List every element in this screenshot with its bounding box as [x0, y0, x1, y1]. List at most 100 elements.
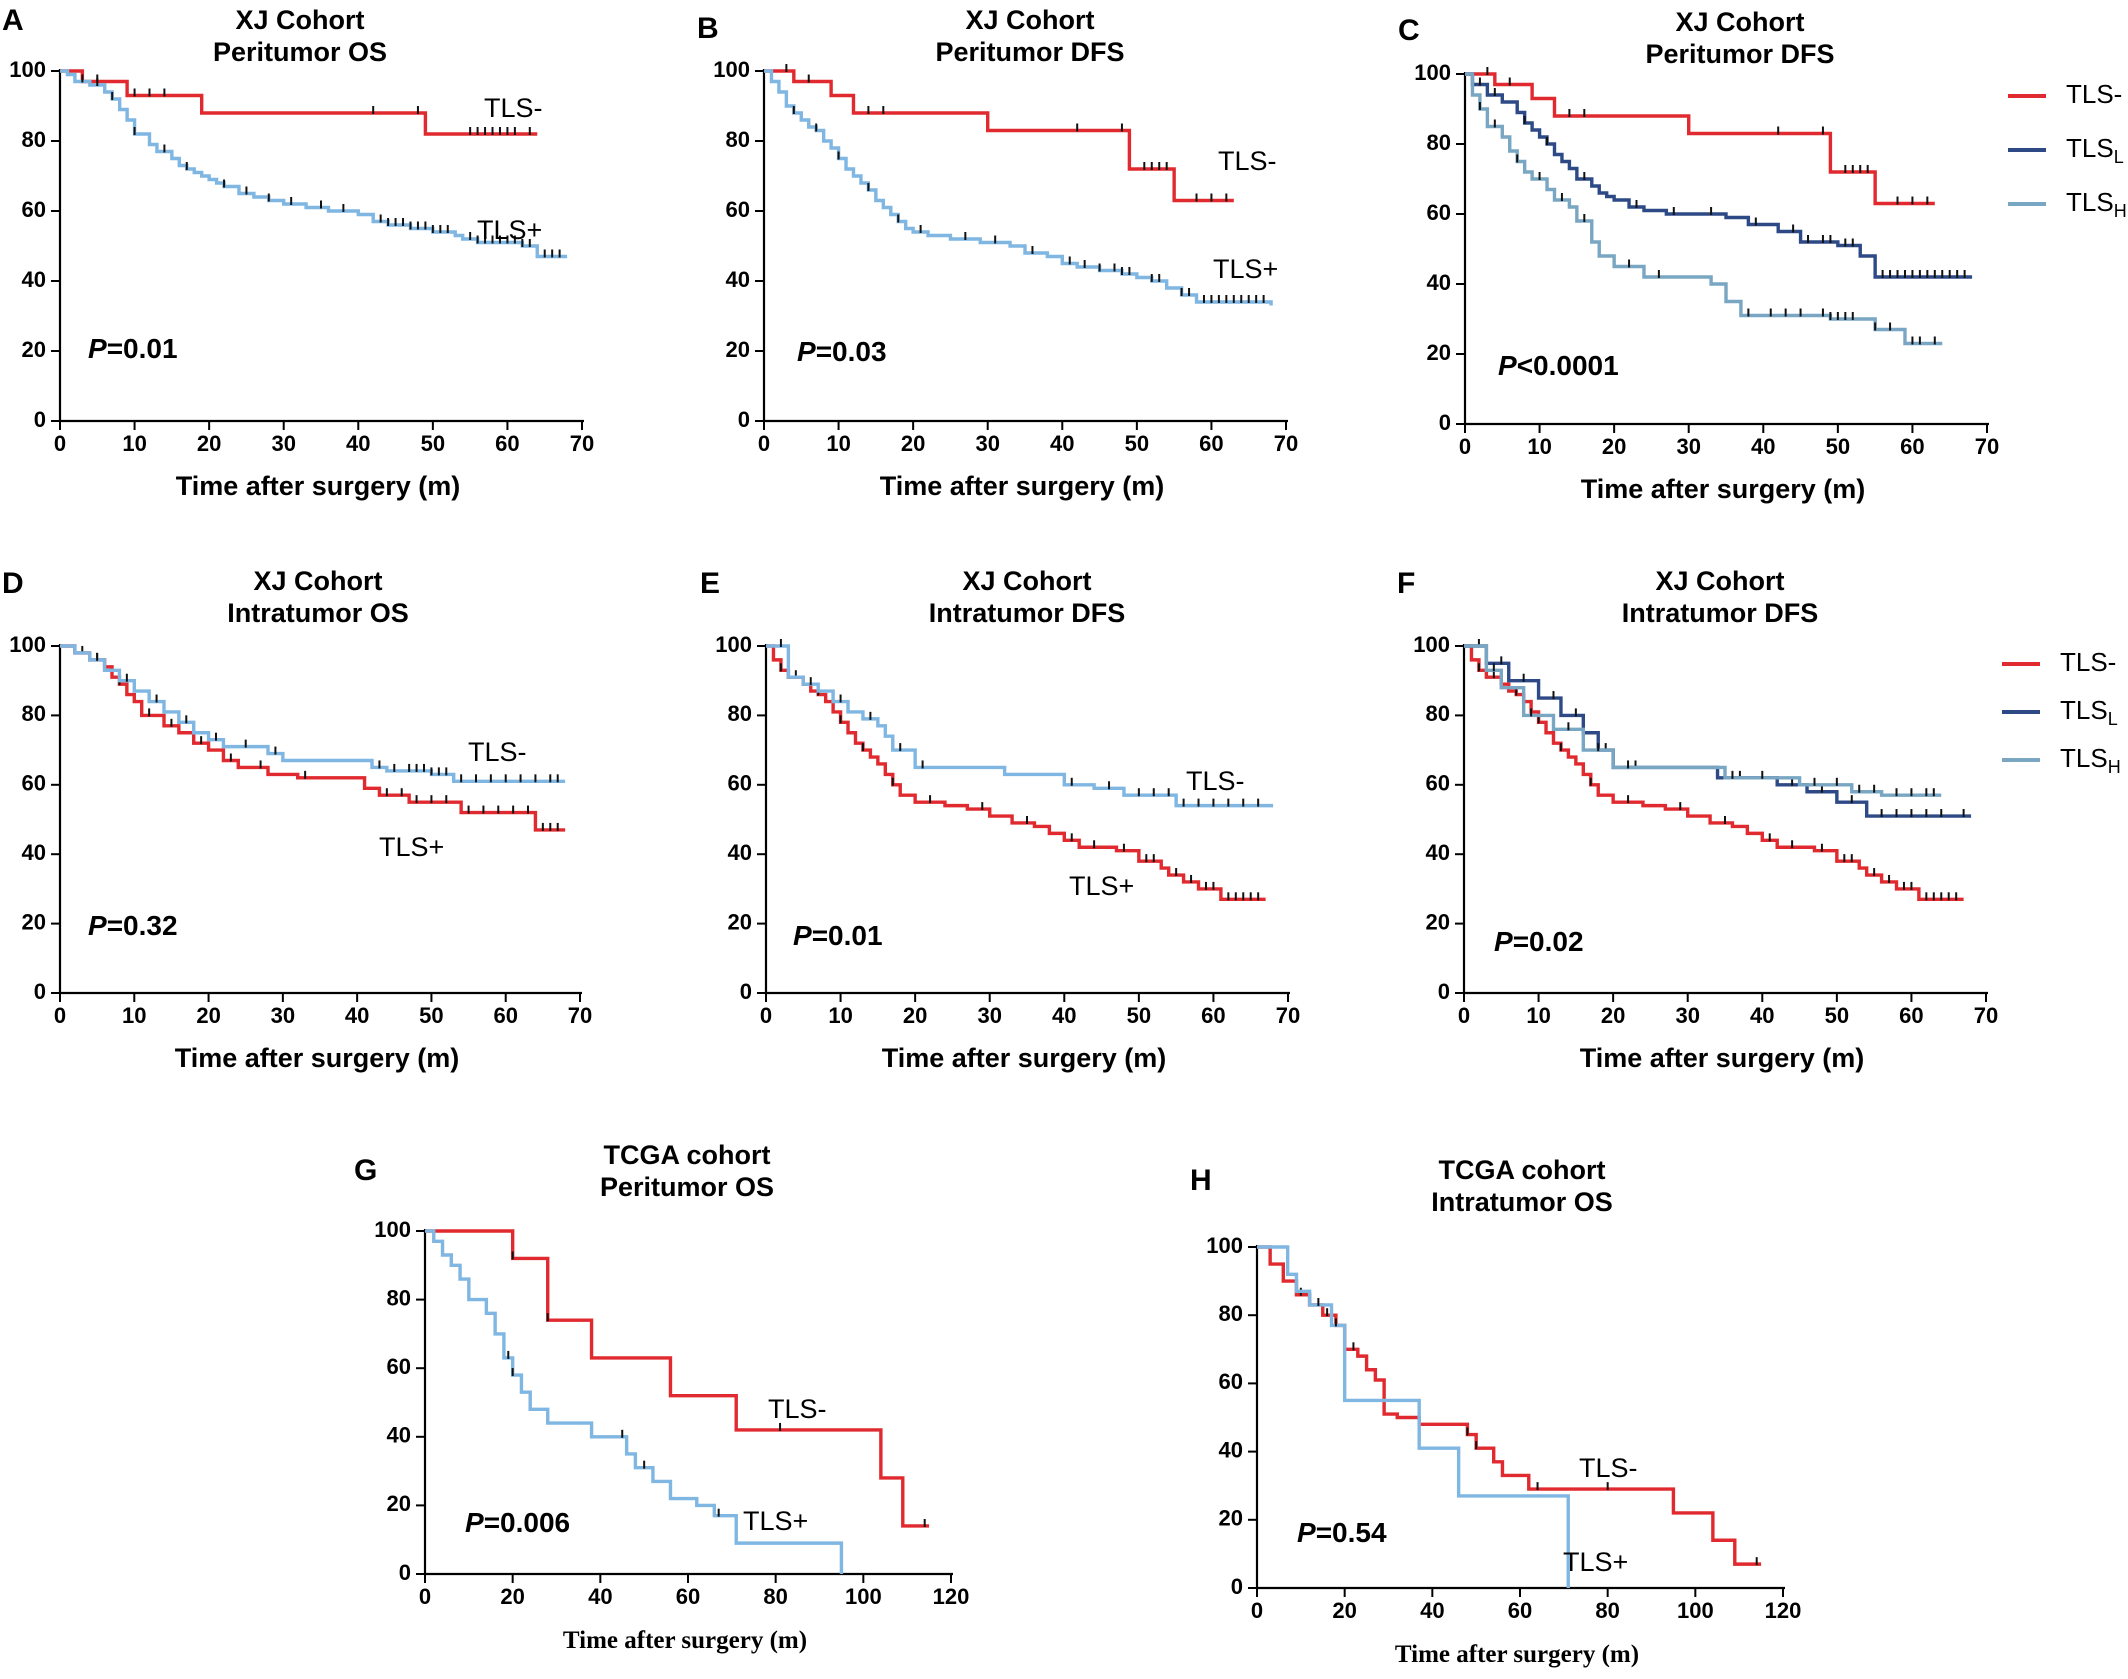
y-tick-label: 20 [1427, 340, 1451, 365]
km-curve-tls- [60, 644, 566, 832]
curve-label: TLS+ [743, 1506, 808, 1536]
p-value-symbol: P [1498, 350, 1517, 381]
x-tick-label: 60 [1899, 1003, 1923, 1028]
legend-label-subscript: L [2114, 147, 2124, 167]
x-tick-label: 10 [826, 431, 850, 456]
x-tick-label: 50 [1127, 1003, 1151, 1028]
chart-title-line: XJ Cohort [253, 566, 382, 596]
curve-label: TLS- [468, 737, 527, 767]
x-tick-label: 50 [421, 431, 445, 456]
x-tick-label: 60 [493, 1003, 517, 1028]
legend-label-main: TLS [2060, 743, 2108, 773]
x-tick-label: 30 [271, 1003, 295, 1028]
x-tick-label: 70 [1974, 1003, 1998, 1028]
x-tick-label: 40 [1750, 1003, 1774, 1028]
chart-title-line: TCGA cohort [1439, 1155, 1606, 1185]
curve-label: TLS+ [477, 215, 542, 245]
legend-label-main: TLS- [2066, 79, 2122, 109]
x-axis-label: Time after surgery (m) [175, 1043, 460, 1073]
panel-label: A [2, 4, 24, 37]
p-value-number: =0.54 [1316, 1517, 1387, 1548]
p-value-symbol: P [797, 336, 816, 367]
chart-title-line: XJ Cohort [235, 5, 364, 35]
km-curve-tls- [764, 69, 1234, 203]
chart-title-line: Intratumor OS [227, 598, 409, 628]
legend-label-subscript: L [2108, 709, 2118, 729]
y-tick-label: 40 [1427, 270, 1451, 295]
x-tick-label: 0 [1459, 434, 1471, 459]
y-tick-label: 80 [1219, 1301, 1243, 1326]
p-value: P=0.006 [465, 1507, 570, 1538]
x-tick-label: 70 [1975, 434, 1999, 459]
legend-label: TLSH [2060, 743, 2121, 777]
p-value: P=0.02 [1494, 926, 1584, 957]
p-value-symbol: P [88, 333, 107, 364]
p-value-symbol: P [88, 910, 107, 941]
x-tick-label: 120 [1765, 1598, 1802, 1623]
x-tick-label: 40 [588, 1584, 612, 1609]
panel-label: B [697, 12, 719, 45]
x-tick-label: 60 [1508, 1598, 1532, 1623]
y-tick-label: 0 [740, 979, 752, 1004]
x-tick-label: 0 [419, 1584, 431, 1609]
km-curve-tls- [1465, 72, 1935, 206]
x-tick-label: 30 [1675, 1003, 1699, 1028]
y-tick-label: 60 [1427, 200, 1451, 225]
y-tick-label: 40 [728, 840, 752, 865]
p-value-symbol: P [1297, 1517, 1316, 1548]
x-tick-label: 10 [122, 1003, 146, 1028]
y-tick-label: 0 [1438, 979, 1450, 1004]
x-axis-label: Time after surgery (m) [1580, 1043, 1865, 1073]
y-tick-label: 20 [726, 337, 750, 362]
curve-label: TLS- [1218, 146, 1277, 176]
km-curve-tls+ [766, 644, 1274, 808]
x-tick-label: 60 [1199, 431, 1223, 456]
x-tick-label: 70 [568, 1003, 592, 1028]
x-tick-label: 80 [763, 1584, 787, 1609]
y-tick-label: 20 [387, 1491, 411, 1516]
y-tick-label: 100 [1414, 60, 1451, 85]
x-tick-label: 20 [901, 431, 925, 456]
chart-title-line: Peritumor DFS [1645, 39, 1834, 69]
km-curve-tls+ [1257, 1245, 1570, 1588]
x-tick-label: 20 [197, 431, 221, 456]
y-tick-label: 100 [9, 57, 46, 82]
x-tick-label: 40 [345, 1003, 369, 1028]
x-tick-label: 100 [1677, 1598, 1714, 1623]
y-tick-label: 0 [738, 407, 750, 432]
y-tick-label: 100 [374, 1217, 411, 1242]
y-tick-label: 20 [22, 337, 46, 362]
y-tick-label: 100 [1206, 1233, 1243, 1258]
x-tick-label: 60 [495, 431, 519, 456]
chart-title-line: Intratumor DFS [1622, 598, 1819, 628]
legend-label-main: TLS [2066, 187, 2114, 217]
x-tick-label: 60 [676, 1584, 700, 1609]
x-tick-label: 70 [1274, 431, 1298, 456]
x-tick-label: 40 [1052, 1003, 1076, 1028]
chart-title-line: Intratumor OS [1431, 1187, 1613, 1217]
x-tick-label: 0 [1458, 1003, 1470, 1028]
p-value: P=0.32 [88, 910, 178, 941]
p-value: P=0.03 [797, 336, 887, 367]
km-curve-tlsh [1465, 72, 1943, 346]
legend-label: TLSL [2060, 695, 2118, 729]
chart-title-line: Intratumor DFS [929, 598, 1126, 628]
y-tick-label: 60 [1426, 771, 1450, 796]
x-tick-label: 10 [828, 1003, 852, 1028]
y-tick-label: 0 [1231, 1574, 1243, 1599]
panel-label: C [1398, 14, 1420, 47]
p-value-number: =0.006 [484, 1507, 570, 1538]
x-tick-label: 20 [1332, 1598, 1356, 1623]
x-tick-label: 40 [1751, 434, 1775, 459]
km-curve-tls+ [764, 69, 1273, 306]
legend-label-subscript: H [2108, 757, 2121, 777]
x-tick-label: 80 [1595, 1598, 1619, 1623]
legend-label-main: TLS [2060, 695, 2108, 725]
x-tick-label: 50 [1125, 431, 1149, 456]
p-value: P=0.01 [793, 920, 883, 951]
